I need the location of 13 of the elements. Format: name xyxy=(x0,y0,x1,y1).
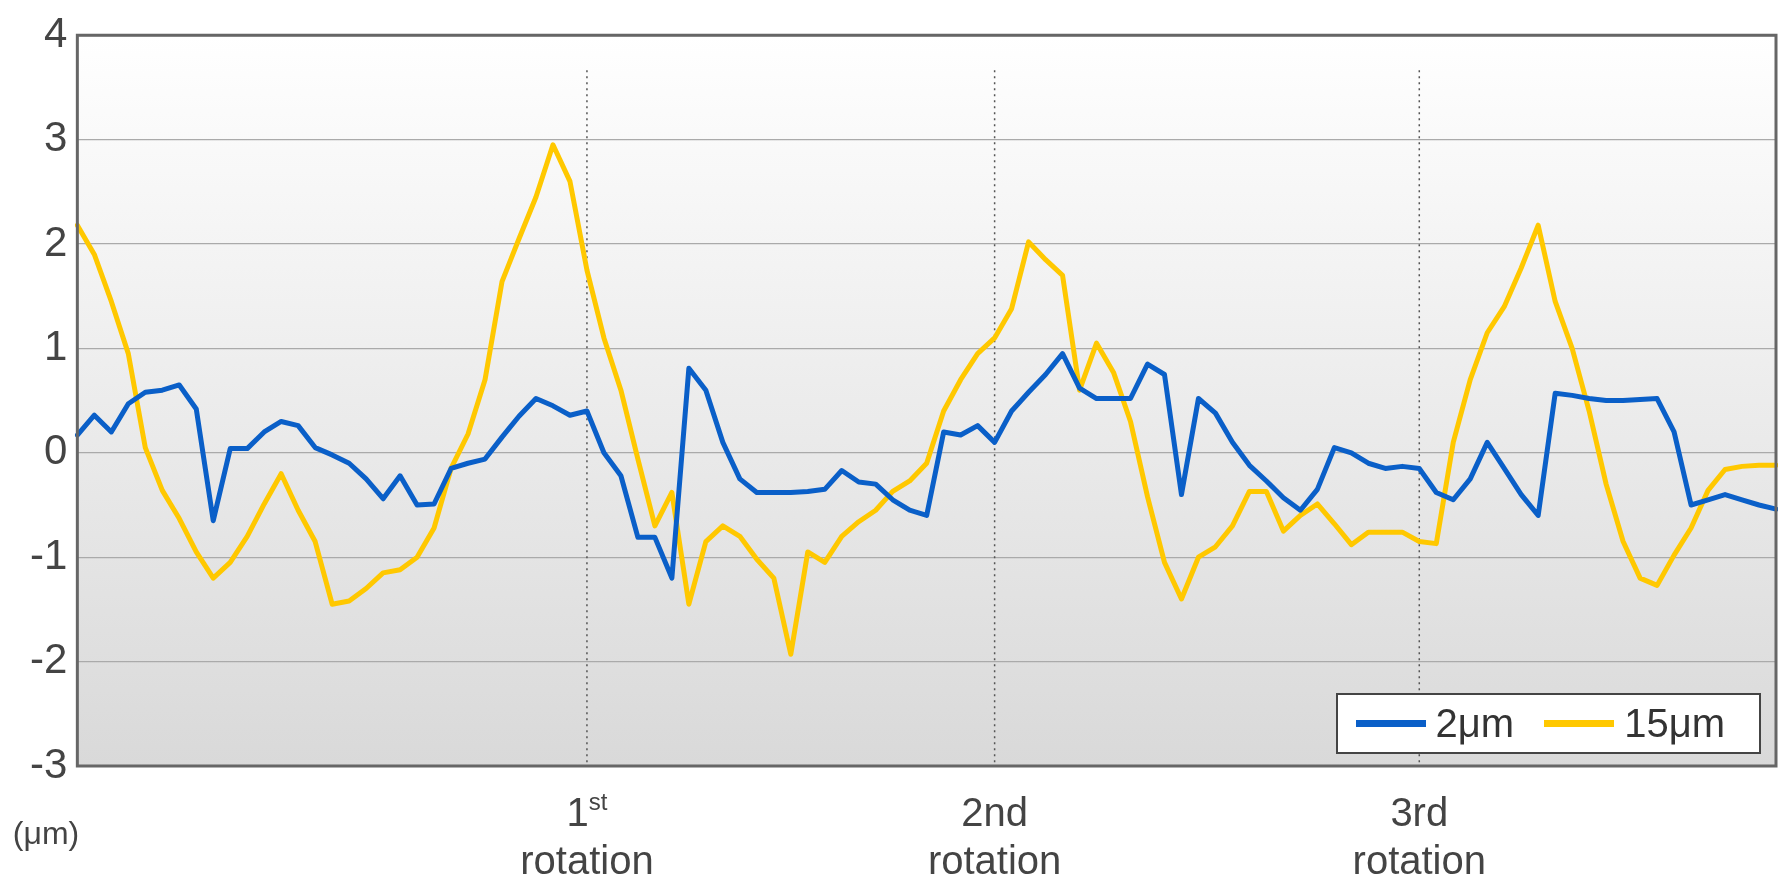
y-tick-label: 0 xyxy=(43,426,68,474)
y-tick-label: 4 xyxy=(43,8,68,56)
legend-label: 15μm xyxy=(1624,701,1725,746)
y-tick-label: -2 xyxy=(29,635,68,683)
y-tick-label: 3 xyxy=(43,113,68,161)
y-tick-label: -1 xyxy=(29,530,68,578)
y-axis-title: (μm) xyxy=(12,815,80,851)
y-tick-label: -3 xyxy=(29,739,68,787)
legend-label: 2μm xyxy=(1435,701,1515,746)
y-tick-label: 2 xyxy=(43,217,68,265)
x-tick-label: 3rd rotation xyxy=(1352,790,1486,882)
x-tick-label: 2nd rotation xyxy=(927,790,1062,882)
y-tick-label: 1 xyxy=(43,321,68,369)
